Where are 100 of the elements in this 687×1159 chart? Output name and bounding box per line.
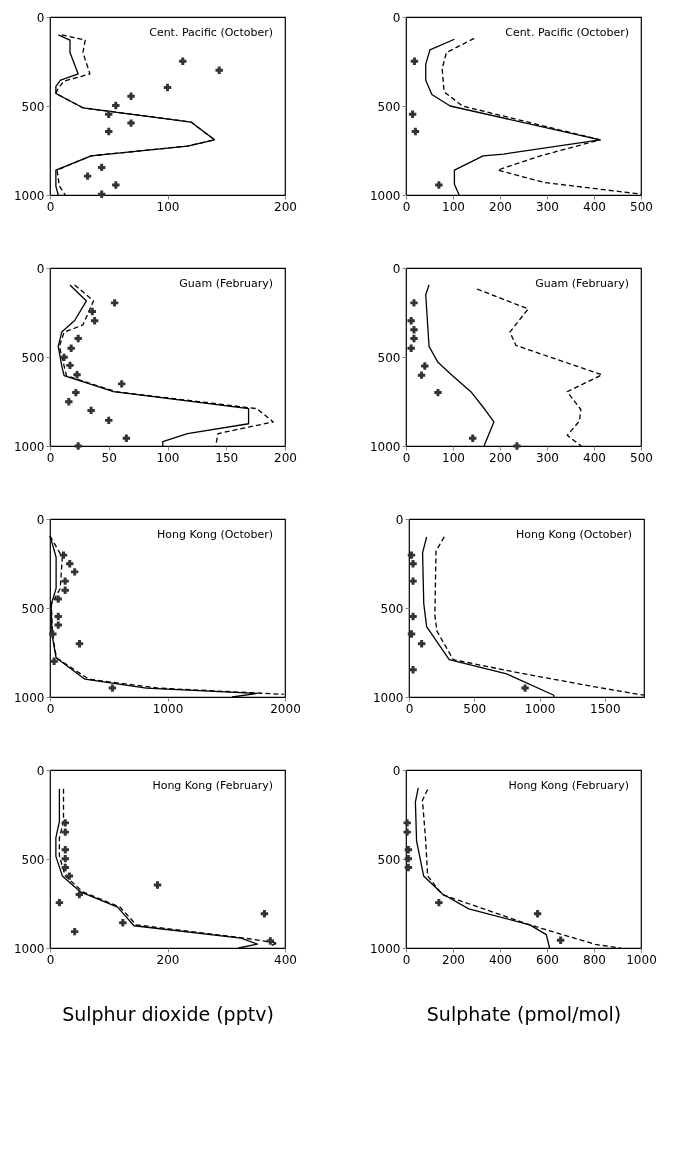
point <box>469 434 477 442</box>
point <box>421 362 429 370</box>
point <box>119 919 127 927</box>
x-tick-label: 200 <box>489 199 512 214</box>
point <box>411 127 420 136</box>
point <box>74 334 82 343</box>
point <box>55 898 64 907</box>
y-tick-label: 0 <box>392 261 401 276</box>
text: Hong Kong (October) <box>157 528 273 541</box>
point <box>73 371 81 379</box>
x-tick-label: 0 <box>46 952 55 967</box>
y-tick-label: 500 <box>21 852 45 867</box>
x-tick-label: 200 <box>442 952 465 967</box>
x-tick-label: 150 <box>215 450 239 465</box>
point <box>404 846 413 854</box>
point <box>54 621 62 629</box>
point <box>72 388 80 397</box>
point <box>215 66 223 74</box>
y-tick-label: 0 <box>36 261 45 276</box>
point <box>61 828 69 836</box>
y-tick-label: 500 <box>377 99 401 114</box>
point <box>122 434 131 442</box>
point <box>179 57 187 66</box>
point <box>434 388 442 397</box>
point <box>97 190 106 198</box>
point <box>66 559 74 568</box>
point <box>87 406 95 415</box>
point <box>97 163 106 172</box>
point <box>61 863 69 872</box>
text: Hong Kong (October) <box>516 528 632 541</box>
point <box>410 299 418 307</box>
point <box>105 416 113 425</box>
point <box>110 299 119 307</box>
x-tick-label: 1000 <box>524 701 556 716</box>
y-tick-label: 500 <box>380 601 404 616</box>
point <box>410 326 418 334</box>
point <box>407 630 416 638</box>
y-tick-label: 1000 <box>369 439 401 454</box>
y-tick-label: 1000 <box>13 690 45 705</box>
x-tick-label: 0 <box>46 701 55 716</box>
point <box>403 828 411 836</box>
x-tick-label: 800 <box>583 952 606 967</box>
y-tick-label: 0 <box>392 10 401 25</box>
y-tick-label: 500 <box>377 350 401 365</box>
point <box>74 442 82 450</box>
point <box>409 559 417 568</box>
x-tick-label: 200 <box>274 199 297 214</box>
point <box>127 92 135 100</box>
point <box>127 119 135 127</box>
point <box>50 657 58 665</box>
point <box>61 846 69 854</box>
point <box>49 630 57 638</box>
point <box>163 83 172 92</box>
point <box>61 586 69 594</box>
y-tick-label: 1000 <box>13 188 45 203</box>
x-tick-label: 0 <box>46 450 55 465</box>
point <box>409 577 417 585</box>
point <box>61 819 69 827</box>
text: Hong Kong (February) <box>508 779 629 792</box>
x-tick-label: 200 <box>156 952 180 967</box>
y-tick-label: 0 <box>36 763 45 778</box>
point <box>66 361 74 370</box>
y-tick-label: 1000 <box>369 941 401 956</box>
x-tick-label: 500 <box>630 199 653 214</box>
point <box>556 936 565 944</box>
point <box>407 551 416 559</box>
point <box>59 551 68 559</box>
x-tick-label: 0 <box>46 199 55 214</box>
point <box>435 181 443 189</box>
x-tick-label: 400 <box>274 952 297 967</box>
point <box>117 380 126 388</box>
x-tick-label: 600 <box>536 952 559 967</box>
x-tick-label: 400 <box>489 952 512 967</box>
x-axis-title: Sulphur dioxide (pptv) <box>62 1002 274 1025</box>
x-tick-label: 1000 <box>152 701 184 716</box>
x-tick-label: 400 <box>583 450 606 465</box>
point <box>70 927 79 936</box>
point <box>409 666 417 674</box>
point <box>54 612 62 621</box>
y-tick-label: 500 <box>21 601 45 616</box>
x-tick-label: 200 <box>274 450 297 465</box>
point <box>409 612 417 621</box>
point <box>513 442 521 450</box>
x-tick-label: 1500 <box>590 701 621 716</box>
x-tick-label: 300 <box>536 450 559 465</box>
y-tick-label: 0 <box>395 512 404 527</box>
point <box>407 344 415 352</box>
point <box>408 110 417 118</box>
point <box>70 568 79 576</box>
point <box>410 57 419 66</box>
point <box>65 872 74 880</box>
x-axis-title: Sulphate (pmol/mol) <box>426 1002 622 1025</box>
point <box>112 181 120 189</box>
text: Cent. Pacific (October) <box>505 26 629 39</box>
point <box>521 684 529 692</box>
y-tick-label: 1000 <box>369 188 401 203</box>
text: Cent. Pacific (October) <box>149 26 273 39</box>
x-tick-label: 500 <box>463 701 487 716</box>
y-tick-label: 500 <box>21 350 45 365</box>
point <box>54 595 62 603</box>
